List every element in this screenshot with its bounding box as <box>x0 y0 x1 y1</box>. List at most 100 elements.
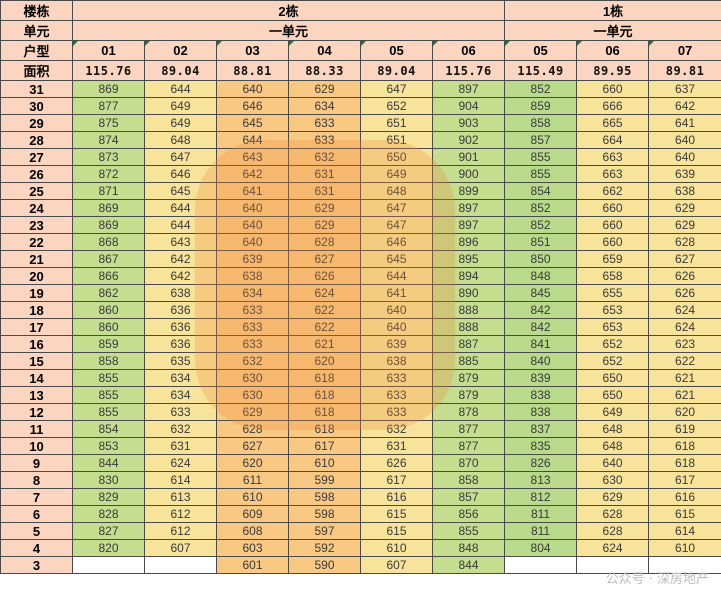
price-cell: 618 <box>648 454 721 472</box>
floor-label: 26 <box>0 165 73 183</box>
type-col-6: 06 <box>431 40 506 61</box>
table-row: 8 830 614 611 599 617 858 813 630 617 <box>0 471 721 489</box>
price-cell: 622 <box>288 318 361 336</box>
label-unit-type: 户型 <box>0 40 73 61</box>
price-cell: 853 <box>72 437 145 455</box>
area-col-1: 115.76 <box>72 60 145 81</box>
table-row: 27 873 647 643 632 650 901 855 663 640 <box>0 148 721 166</box>
price-cell: 638 <box>648 182 721 200</box>
price-cell: 897 <box>431 80 506 98</box>
price-cell: 650 <box>360 148 433 166</box>
price-cell: 848 <box>431 539 506 557</box>
price-cell: 617 <box>648 471 721 489</box>
price-cell: 610 <box>648 539 721 557</box>
price-cell: 858 <box>504 114 578 132</box>
floor-label: 19 <box>0 284 73 302</box>
price-cell: 608 <box>216 522 289 540</box>
table-row: 26 872 646 642 631 649 900 855 663 639 <box>0 165 721 183</box>
floor-label: 14 <box>0 369 73 387</box>
price-cell: 841 <box>504 335 578 353</box>
price-cell: 842 <box>504 318 578 336</box>
price-cell: 857 <box>504 131 578 149</box>
price-cell: 851 <box>504 233 578 251</box>
price-cell: 627 <box>216 437 289 455</box>
price-cell: 640 <box>648 131 721 149</box>
floor-label: 13 <box>0 386 73 404</box>
price-cell: 644 <box>144 216 217 234</box>
price-cell: 629 <box>288 199 361 217</box>
header-unit-row: 单元 一单元 一单元 <box>0 20 721 41</box>
price-cell: 640 <box>216 80 289 98</box>
floor-label: 25 <box>0 182 73 200</box>
price-cell: 629 <box>576 488 650 506</box>
price-cell: 641 <box>648 114 721 132</box>
price-cell: 652 <box>576 352 650 370</box>
floor-label: 31 <box>0 80 73 98</box>
price-cell: 827 <box>72 522 145 540</box>
price-cell: 660 <box>576 216 650 234</box>
price-cell: 646 <box>144 165 217 183</box>
price-cell: 633 <box>360 386 433 404</box>
floor-label: 29 <box>0 114 73 132</box>
price-cell: 660 <box>576 199 650 217</box>
price-cell: 830 <box>72 471 145 489</box>
price-cell: 813 <box>504 471 578 489</box>
price-cell: 628 <box>288 233 361 251</box>
price-cell: 642 <box>144 250 217 268</box>
price-cell: 855 <box>504 148 578 166</box>
price-cell: 624 <box>648 301 721 319</box>
price-cell: 804 <box>504 539 578 557</box>
price-cell: 626 <box>648 267 721 285</box>
price-cell: 650 <box>576 369 650 387</box>
price-cell: 607 <box>144 539 217 557</box>
table-row: 3 601 590 607 844 <box>0 556 721 574</box>
price-cell: 636 <box>144 335 217 353</box>
price-cell: 871 <box>72 182 145 200</box>
price-cell: 812 <box>504 488 578 506</box>
price-cell: 642 <box>648 97 721 115</box>
price-cell: 660 <box>576 233 650 251</box>
price-cell: 618 <box>288 386 361 404</box>
price-cell: 872 <box>72 165 145 183</box>
price-cell: 622 <box>288 301 361 319</box>
label-unit: 单元 <box>0 20 73 41</box>
table-row: 22 868 643 640 628 646 896 851 660 628 <box>0 233 721 251</box>
price-cell: 614 <box>648 522 721 540</box>
price-cell: 829 <box>72 488 145 506</box>
price-cell: 646 <box>216 97 289 115</box>
floor-label: 30 <box>0 97 73 115</box>
price-cell: 639 <box>360 335 433 353</box>
price-cell: 854 <box>72 420 145 438</box>
table-row: 5 827 612 608 597 615 855 811 628 614 <box>0 522 721 540</box>
price-cell: 855 <box>72 403 145 421</box>
price-cell: 635 <box>144 352 217 370</box>
floor-label: 27 <box>0 148 73 166</box>
price-cell: 641 <box>216 182 289 200</box>
price-cell: 901 <box>431 148 506 166</box>
price-cell: 664 <box>576 131 650 149</box>
price-cell: 859 <box>72 335 145 353</box>
price-cell: 621 <box>648 386 721 404</box>
price-cell: 646 <box>360 233 433 251</box>
price-cell: 626 <box>288 267 361 285</box>
price-cell: 844 <box>431 556 506 574</box>
table-row: 11 854 632 628 618 632 877 837 648 619 <box>0 420 721 438</box>
price-cell: 618 <box>288 403 361 421</box>
price-cell: 634 <box>216 284 289 302</box>
price-cell: 638 <box>216 267 289 285</box>
price-cell: 627 <box>288 250 361 268</box>
price-cell: 651 <box>360 114 433 132</box>
table-row: 7 829 613 610 598 616 857 812 629 616 <box>0 488 721 506</box>
price-cell: 633 <box>360 369 433 387</box>
price-cell: 877 <box>431 420 506 438</box>
price-cell: 623 <box>648 335 721 353</box>
price-cell: 837 <box>504 420 578 438</box>
price-cell: 652 <box>360 97 433 115</box>
price-cell: 611 <box>216 471 289 489</box>
price-cell: 629 <box>288 80 361 98</box>
price-cell: 633 <box>216 318 289 336</box>
price-cell: 645 <box>216 114 289 132</box>
floor-label: 3 <box>0 556 73 574</box>
table-row: 10 853 631 627 617 631 877 835 648 618 <box>0 437 721 455</box>
price-cell: 870 <box>431 454 506 472</box>
